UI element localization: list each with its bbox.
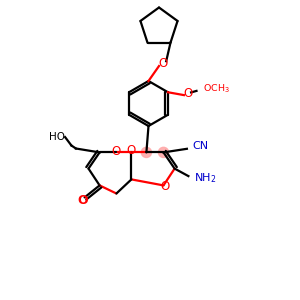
Circle shape <box>158 147 169 158</box>
Text: O: O <box>158 57 167 70</box>
Text: NH$_2$: NH$_2$ <box>194 171 217 185</box>
Text: O: O <box>183 87 192 100</box>
Text: O: O <box>160 179 169 193</box>
Text: O: O <box>126 144 135 158</box>
Text: HO: HO <box>49 131 64 142</box>
Text: CN: CN <box>192 141 208 151</box>
Text: O: O <box>111 145 120 158</box>
Text: O: O <box>77 194 88 207</box>
Text: OCH$_3$: OCH$_3$ <box>203 82 230 95</box>
Circle shape <box>141 147 152 158</box>
